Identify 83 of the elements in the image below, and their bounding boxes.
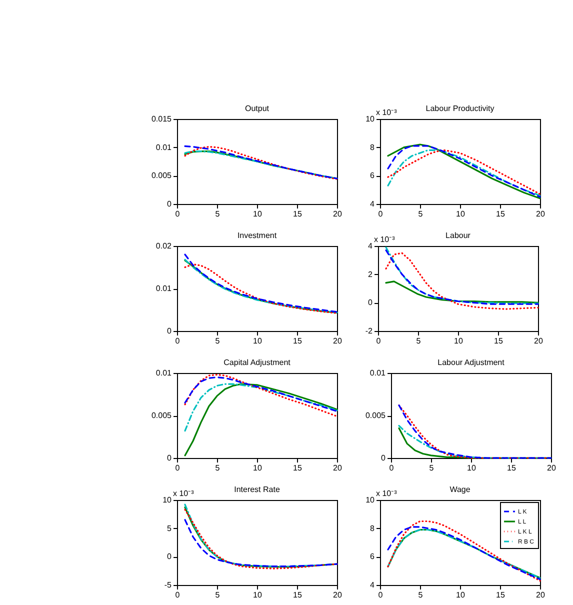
y-tick-label: 0 xyxy=(167,326,172,336)
y-tick-label: 5 xyxy=(167,524,172,533)
x-tick-label: 20 xyxy=(534,336,544,346)
y-tick-label: 10 xyxy=(162,496,172,504)
y-tick-label: 2 xyxy=(368,270,374,279)
x-tick-label: 15 xyxy=(293,336,302,346)
x-tick-label: 20 xyxy=(536,210,546,218)
y-tick-label: 0.02 xyxy=(156,242,172,250)
x-tick-label: 10 xyxy=(456,590,466,600)
y-tick-label: 10 xyxy=(366,114,376,124)
text: x 10⁻³ xyxy=(374,235,396,244)
line-series xyxy=(184,383,338,456)
y-tick-label: 0.01 xyxy=(370,368,386,378)
x-tick-label: 15 xyxy=(507,464,516,472)
y-tick-label: 0.005 xyxy=(365,411,386,420)
y-tick-label: -2 xyxy=(365,326,374,336)
x-tick-label: 10 xyxy=(467,464,476,472)
y-tick-label: 4 xyxy=(368,242,374,250)
chart-title: Labour xyxy=(446,231,471,240)
chart-title: Capital Adjustment xyxy=(224,358,292,367)
x-tick-label: 15 xyxy=(293,464,302,472)
y-tick-label: 6 xyxy=(370,171,376,180)
x-tick-label: 5 xyxy=(215,464,220,472)
y-tick-label: 0 xyxy=(167,200,172,208)
x-tick-label: 20 xyxy=(333,464,342,472)
text: x 10⁻³ xyxy=(376,489,398,498)
line-series xyxy=(184,519,338,568)
y-tick-label: 0.01 xyxy=(156,368,172,378)
y-tick-label: 0.005 xyxy=(151,171,172,180)
chart-title: Wage xyxy=(450,485,471,494)
x-tick-label: 5 xyxy=(215,210,220,218)
x-tick-label: 10 xyxy=(253,464,262,472)
chart-title: Labour Adjustment xyxy=(438,358,506,367)
x-tick-label: 10 xyxy=(454,336,464,346)
x-tick-label: 20 xyxy=(536,590,546,600)
text: x 10⁻³ xyxy=(376,108,398,117)
x-tick-label: 0 xyxy=(175,590,180,600)
y-tick-label: 6 xyxy=(370,552,376,562)
y-tick-label: 0 xyxy=(167,552,172,562)
x-tick-label: 5 xyxy=(418,590,424,600)
x-tick-label: 10 xyxy=(456,210,466,218)
x-tick-label: 15 xyxy=(293,210,302,218)
line-series xyxy=(184,383,338,432)
x-tick-label: 0 xyxy=(175,464,180,472)
x-tick-label: 20 xyxy=(333,590,342,600)
x-tick-label: 5 xyxy=(416,336,422,346)
y-tick-label: 0.005 xyxy=(151,411,172,420)
line-series xyxy=(398,404,552,459)
x-tick-label: 20 xyxy=(547,464,556,472)
x-tick-label: 5 xyxy=(215,336,220,346)
x-tick-label: 0 xyxy=(175,336,180,346)
y-tick-label: 0 xyxy=(381,454,386,462)
y-tick-label: 4 xyxy=(370,200,376,208)
x-tick-label: 15 xyxy=(293,590,302,600)
chart-title: Investment xyxy=(237,231,278,240)
y-tick-label: 0.015 xyxy=(151,114,172,124)
x-tick-label: 15 xyxy=(496,210,506,218)
x-tick-label: 5 xyxy=(215,590,220,600)
chart-title: Labour Productivity xyxy=(426,104,494,113)
y-tick-label: 0 xyxy=(368,298,374,308)
x-tick-label: 15 xyxy=(494,336,504,346)
chart-title: Interest Rate xyxy=(234,485,280,494)
text: x 10⁻³ xyxy=(173,489,194,498)
x-tick-label: 0 xyxy=(175,210,180,218)
y-tick-label: 0.01 xyxy=(156,142,172,152)
x-tick-label: 5 xyxy=(429,464,434,472)
x-tick-label: 20 xyxy=(333,210,342,218)
line-series xyxy=(385,280,539,304)
y-tick-label: 8 xyxy=(370,524,376,533)
x-tick-label: 10 xyxy=(253,210,262,218)
y-tick-label: 0.01 xyxy=(156,284,172,293)
y-tick-label: -5 xyxy=(164,580,172,590)
x-tick-label: 5 xyxy=(418,210,424,218)
y-tick-label: 4 xyxy=(370,580,376,590)
x-tick-label: 0 xyxy=(389,464,394,472)
chart-title: Output xyxy=(244,104,270,113)
x-tick-label: 10 xyxy=(253,590,262,600)
x-tick-label: 15 xyxy=(496,590,506,600)
y-tick-label: 8 xyxy=(370,142,376,152)
x-tick-label: 10 xyxy=(253,336,262,346)
x-tick-label: 20 xyxy=(333,336,342,346)
y-tick-label: 10 xyxy=(366,496,376,504)
y-tick-label: 0 xyxy=(167,454,172,462)
